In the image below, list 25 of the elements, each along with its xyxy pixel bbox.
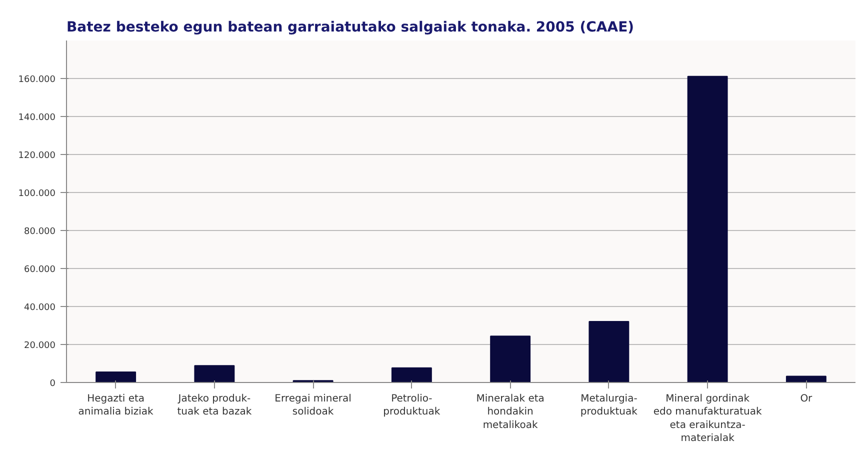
y-tick-label: 20.000 (24, 341, 56, 351)
y-tick-label: 100.000 (18, 189, 56, 199)
bar (194, 365, 235, 382)
bar (490, 336, 531, 382)
y-tick-label: 160.000 (18, 75, 56, 85)
x-tick-label: Or (800, 394, 814, 404)
y-tick-label: 140.000 (18, 113, 56, 123)
bar (391, 367, 432, 382)
bar (588, 321, 630, 382)
bar (687, 76, 728, 382)
bar (786, 376, 826, 382)
x-tick-label: Hegazti eta animalia biziak (78, 394, 154, 418)
bar (96, 372, 136, 382)
x-tick-label: Erregai mineral solidoak (274, 394, 352, 418)
x-tick-label: Petrolio- produktuak (383, 394, 440, 418)
y-tick-label: 0 (50, 379, 56, 389)
y-tick-label: 60.000 (24, 265, 56, 275)
x-tick-label: Metalurgia- produktuak (580, 394, 638, 418)
x-tick-label: Jateko produk- tuak eta bazak (177, 394, 252, 418)
x-tick-label: Mineral gordinak edo manufakturatuak eta eraikuntza- materialak (653, 394, 762, 444)
chart-title: Batez besteko egun batean garraiatutako salgaiak tonaka. 2005 (CAAE) (66, 20, 634, 36)
y-tick-label: 80.000 (24, 227, 56, 237)
x-tick-label: Mineralak eta hondakin metalikoak (476, 394, 544, 431)
y-tick-label: 120.000 (18, 151, 56, 161)
y-tick-label: 40.000 (24, 303, 56, 313)
